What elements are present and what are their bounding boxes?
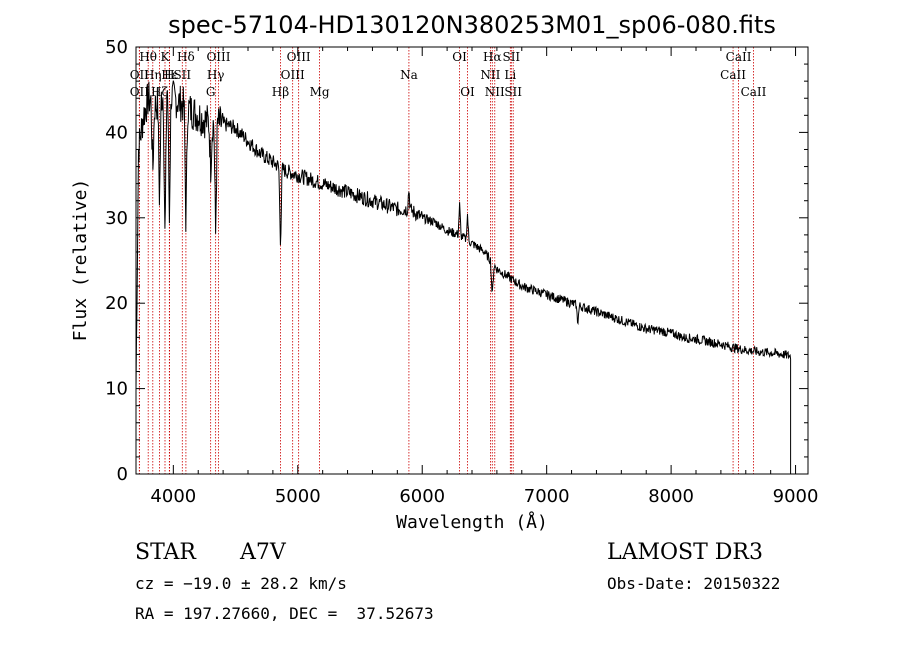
spectral-line-label: Hζ [151, 85, 168, 99]
spectral-line-labels: OIIOIIHθHηHζKHHεSIIHδGHγOIIIHβOIIIOIIIMg… [130, 50, 767, 99]
spectral-line-label: OI [460, 85, 475, 99]
spectral-line-label: Hγ [207, 68, 225, 82]
survey-name: LAMOST DR3 [607, 540, 763, 565]
y-tick-label: 20 [105, 293, 128, 314]
spectral-line-label: Hθ [139, 50, 157, 64]
object-subclass: A7V [240, 540, 286, 565]
spectral-line-label: H [164, 68, 174, 82]
spectral-line-label: SII [173, 68, 191, 82]
y-axis-ticks: 0 10 20 30 40 50 [105, 37, 808, 485]
spectral-line-label: CaII [726, 50, 752, 64]
spectral-line-label: Hβ [272, 85, 289, 99]
spectral-line-label: OIII [206, 50, 230, 64]
x-tick-label: 7000 [524, 486, 570, 507]
spectral-line-label: Li [504, 68, 516, 82]
spectrum-line [135, 80, 792, 474]
spectral-line-label: Hα [483, 50, 502, 64]
x-tick-label: 5000 [275, 486, 321, 507]
x-tick-label: 8000 [648, 486, 694, 507]
spectral-line-label: OIII [287, 50, 311, 64]
spectral-line-label: SII [504, 85, 522, 99]
spectral-line-label: OII [130, 68, 150, 82]
spectral-line-label: Na [400, 68, 418, 82]
y-tick-label: 10 [105, 379, 128, 400]
spectral-line-label: OII [130, 85, 150, 99]
spectral-line-label: K [161, 50, 171, 64]
spectral-line-markers [138, 47, 754, 474]
object-class: STAR [135, 540, 196, 565]
spectral-line-label: Hε [161, 68, 178, 82]
spectral-line-label: SII [502, 50, 520, 64]
spectral-line-label: CaII [720, 68, 746, 82]
spectral-line-label: Hη [144, 68, 162, 82]
x-axis-label: Wavelength (Å) [396, 511, 548, 533]
coordinates: RA = 197.27660, DEC = 37.52673 [135, 604, 434, 623]
x-tick-label: 9000 [773, 486, 819, 507]
spectral-line-label: NII [485, 85, 505, 99]
y-tick-label: 0 [117, 464, 128, 485]
spectral-line-label: Hδ [177, 50, 195, 64]
y-axis-label: Flux (relative) [70, 179, 91, 342]
spectral-line-label: NII [480, 68, 500, 82]
spectral-line-label: OI [452, 50, 467, 64]
spectral-line-label: Mg [310, 85, 330, 99]
y-tick-label: 50 [105, 37, 128, 58]
y-tick-label: 40 [105, 122, 128, 143]
redshift-cz: cz = −19.0 ± 28.2 km/s [135, 574, 347, 593]
spectral-line-label: CaII [741, 85, 767, 99]
x-axis-ticks: 4000 5000 6000 7000 8000 9000 [150, 47, 818, 507]
y-tick-label: 30 [105, 208, 128, 229]
x-tick-label: 4000 [150, 486, 196, 507]
plot-frame [135, 46, 809, 475]
spectral-line-label: OIII [281, 68, 305, 82]
chart-title: spec-57104-HD130120N380253M01_sp06-080.f… [168, 11, 776, 39]
spectral-line-label: G [206, 85, 216, 99]
observation-date: Obs-Date: 20150322 [607, 574, 781, 593]
x-tick-label: 6000 [399, 486, 445, 507]
